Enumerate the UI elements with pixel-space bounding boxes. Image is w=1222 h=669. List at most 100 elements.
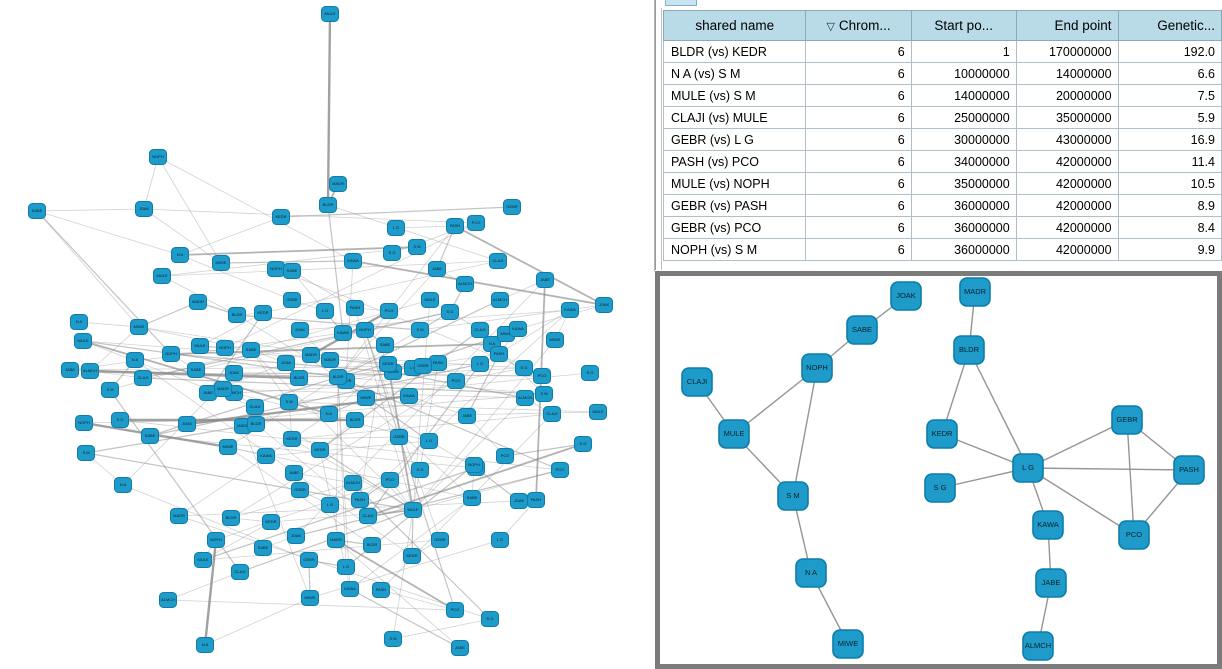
network-edge[interactable] [195,311,451,371]
network-edge[interactable] [109,299,431,391]
network-edge[interactable] [1027,419,1128,469]
network-edge[interactable] [352,482,491,620]
network-node-n-a[interactable]: N A [126,352,144,368]
table-row[interactable]: GEBR (vs) PCO 6 36000000 42000000 8.4 [662,216,1222,239]
network-node-pco[interactable]: PCO [533,368,551,384]
network-node-gebr[interactable]: GEBR [300,552,318,568]
network-node-almch[interactable]: ALMCH [1022,631,1054,661]
network-node-miwe[interactable]: MIWE [357,390,375,406]
network-node-jabe[interactable]: JABE [458,408,476,424]
network-node-jabe[interactable]: JABE [536,272,554,288]
network-node-kedr[interactable]: KEDR [254,305,272,321]
network-node-noph[interactable]: NOPH [465,457,483,473]
network-edge[interactable] [295,279,546,537]
network-node-jabe[interactable]: JABE [61,362,79,378]
network-edge[interactable] [337,376,545,395]
network-node-almch[interactable]: ALMCH [491,292,509,308]
network-node-l-g[interactable]: L G [387,220,405,236]
network-node-jabe[interactable]: JABE [451,640,469,656]
network-edge[interactable] [412,469,561,511]
network-edge[interactable] [36,210,172,355]
network-node-almch[interactable]: ALMCH [159,592,177,608]
network-node-joak[interactable]: JOAK [510,493,528,509]
network-edge[interactable] [454,225,605,306]
network-node-n-a[interactable]: N A [196,637,214,653]
table-row[interactable]: PASH (vs) PCO 6 34000000 42000000 11.4 [662,150,1222,173]
network-node-noph[interactable]: NOPH [267,261,285,277]
network-node-almch[interactable]: ALMCH [456,276,474,292]
table-row[interactable]: N A (vs) S M 6 10000000 14000000 6.6 [662,62,1222,85]
network-node-gebr[interactable]: GEBR [291,482,309,498]
network-node-claji[interactable]: CLAJI [489,253,507,269]
network-node-noph[interactable]: NOPH [149,149,167,165]
network-node-sabe[interactable]: SABE [187,362,205,378]
network-edge[interactable] [157,156,354,262]
network-edge[interactable] [143,208,477,224]
network-node-s-m[interactable]: S M [777,481,809,511]
network-node-mule[interactable]: MULE [718,419,750,449]
network-node-madr[interactable]: MADR [959,277,991,307]
network-node-pash[interactable]: PASH [1173,455,1205,485]
network-node-pash[interactable]: PASH [490,346,508,362]
column-header-start-po---[interactable]: Start po... [910,10,1017,41]
network-node-kawa[interactable]: KAWA [561,302,579,318]
network-node-s-g[interactable]: S G [441,304,459,320]
network-node-n-a[interactable]: N A [795,558,827,588]
network-edge[interactable] [36,210,140,328]
network-node-joak[interactable]: JOAK [291,322,309,338]
network-node-bldr[interactable]: BLDR [222,510,240,526]
network-node-mule[interactable]: MULE [321,6,339,22]
network-edge[interactable] [291,436,400,440]
network-node-s-m[interactable]: S M [280,394,298,410]
network-node-sabe[interactable]: SABE [141,428,159,444]
network-edge[interactable] [36,210,181,256]
network-node-almch[interactable]: ALMCH [344,475,362,491]
network-node-madr[interactable]: MADR [189,294,207,310]
network-node-miwe[interactable]: MIWE [832,629,864,659]
network-edge[interactable] [250,349,290,403]
column-header-end-point[interactable]: End point [1015,10,1119,41]
network-node-n-a[interactable]: N A [171,247,189,263]
network-node-sabe[interactable]: SABE [463,490,481,506]
network-node-noph[interactable]: NOPH [356,322,374,338]
network-edge[interactable] [203,539,218,646]
network-node-s-g[interactable]: S G [515,360,533,376]
network-edge[interactable] [149,363,481,437]
network-node-pco[interactable]: PCO [496,448,514,464]
network-node-pco[interactable]: PCO [467,215,485,231]
network-node-kedr[interactable]: KEDR [311,442,329,458]
network-edge[interactable] [143,156,159,210]
network-edge[interactable] [207,312,264,394]
network-node-l-g[interactable]: L G [316,303,334,319]
network-edge[interactable] [337,376,561,471]
network-node-kawa[interactable]: KAWA [509,321,527,337]
network-node-bldr[interactable]: BLDR [290,370,308,386]
network-edge[interactable] [337,367,525,378]
network-edge[interactable] [295,469,561,537]
network-node-madr[interactable]: MADR [214,381,232,397]
network-edge[interactable] [504,443,584,457]
panel-splitter-line[interactable] [655,0,656,270]
network-node-noph[interactable]: NOPH [216,340,234,356]
network-node-pco[interactable]: PCO [446,602,464,618]
network-edge[interactable] [280,206,513,218]
network-node-joak[interactable]: JOAK [595,297,613,313]
network-node-joak[interactable]: JOAK [287,528,305,544]
network-edge[interactable] [270,509,414,523]
network-edge[interactable] [1027,467,1135,536]
network-node-claji[interactable]: CLAJI [246,399,264,415]
network-node-pco[interactable]: PCO [380,303,398,319]
network-edge[interactable] [345,260,354,382]
network-node-s-g[interactable]: S G [383,245,401,261]
network-edge[interactable] [122,484,310,561]
network-node-mule[interactable]: MULE [404,502,422,518]
table-tab-stub[interactable] [665,0,697,6]
network-node-bldr[interactable]: BLDR [363,537,381,553]
network-node-sabe[interactable]: SABE [254,540,272,556]
network-edge[interactable] [337,329,421,378]
network-node-n-a[interactable]: N A [70,314,88,330]
network-edge[interactable] [230,482,354,519]
network-edge[interactable] [319,329,481,451]
network-node-l-g[interactable]: L G [491,532,509,548]
network-node-bldr[interactable]: BLDR [329,369,347,385]
